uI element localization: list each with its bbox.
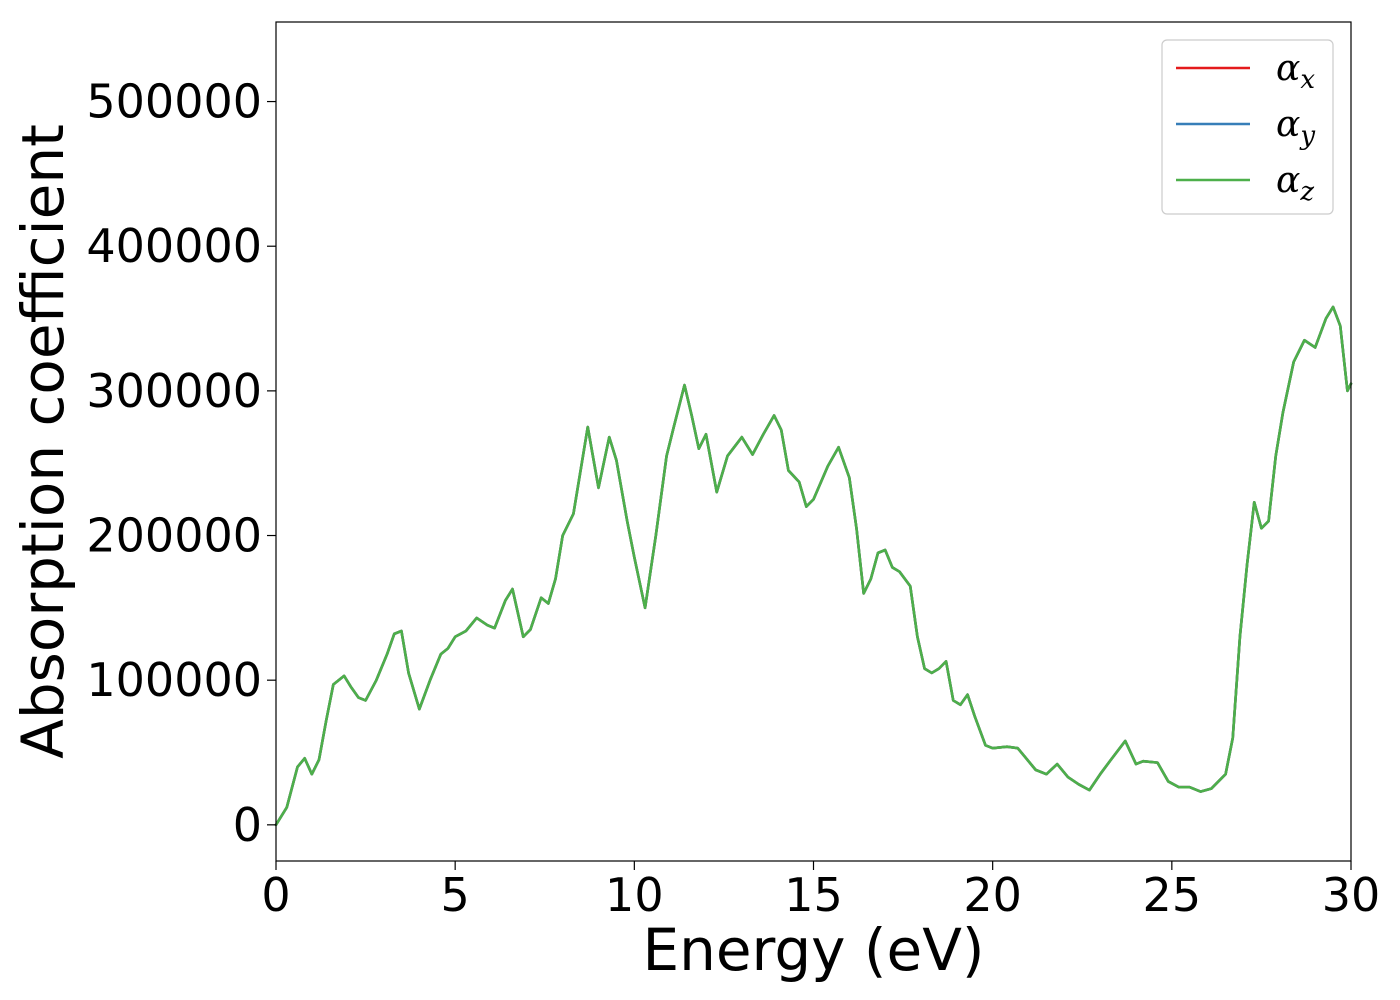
y-tick-label: 0 [233,798,262,852]
legend-label-2: αy [1276,104,1315,151]
x-axis-ticks: 0 5 10 15 20 25 30 [261,861,1380,922]
y-axis-ticks: 0 100000 200000 300000 400000 500000 [86,75,276,852]
x-tick-label: 30 [1322,868,1381,922]
series-layer [274,305,1353,827]
y-tick-label: 300000 [86,364,262,418]
legend-label-1: αx [1276,48,1315,95]
x-tick-label: 15 [784,868,843,922]
y-axis-label: Absorption coefficient [9,124,77,759]
legend-label-3: αz [1276,160,1314,207]
legend-symbol: α [1276,48,1300,89]
legend-subscript: x [1300,65,1315,95]
legend-box [1161,39,1334,215]
legend-symbol: α [1276,104,1300,145]
legend-subscript: z [1299,177,1314,207]
x-tick-label: 10 [605,868,664,922]
y-tick-label: 400000 [86,219,262,273]
legend-subscript: y [1299,121,1315,151]
x-tick-label: 20 [963,868,1022,922]
series-line-3 [274,305,1353,827]
y-tick-label: 100000 [86,653,262,707]
legend-symbol: α [1276,160,1300,201]
x-tick-label: 25 [1143,868,1202,922]
y-tick-label: 200000 [86,509,262,563]
x-axis-label: Energy (eV) [642,916,984,984]
x-tick-label: 0 [261,868,290,922]
y-tick-label: 500000 [86,75,262,129]
x-tick-label: 5 [441,868,470,922]
